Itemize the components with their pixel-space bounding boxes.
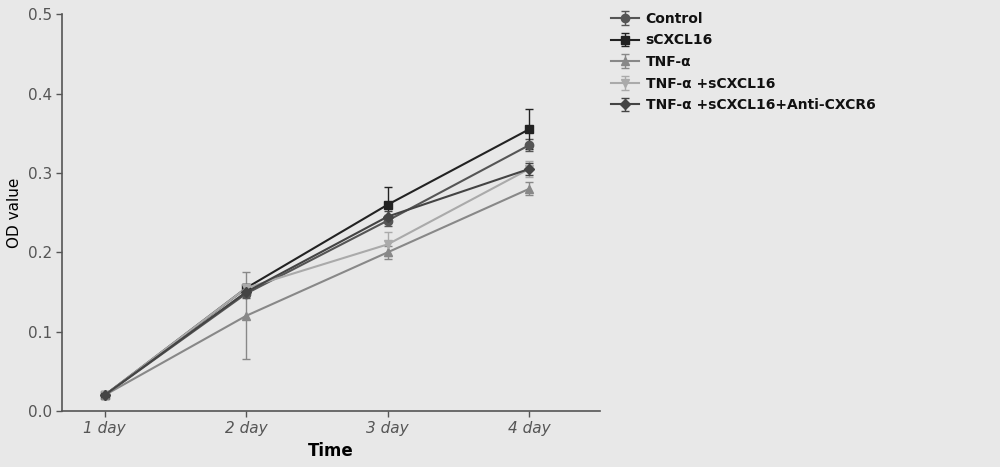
Y-axis label: OD value: OD value xyxy=(7,177,22,248)
Legend: Control, sCXCL16, TNF-α, TNF-α +sCXCL16, TNF-α +sCXCL16+Anti-CXCR6: Control, sCXCL16, TNF-α, TNF-α +sCXCL16,… xyxy=(605,6,881,118)
X-axis label: Time: Time xyxy=(308,442,354,460)
